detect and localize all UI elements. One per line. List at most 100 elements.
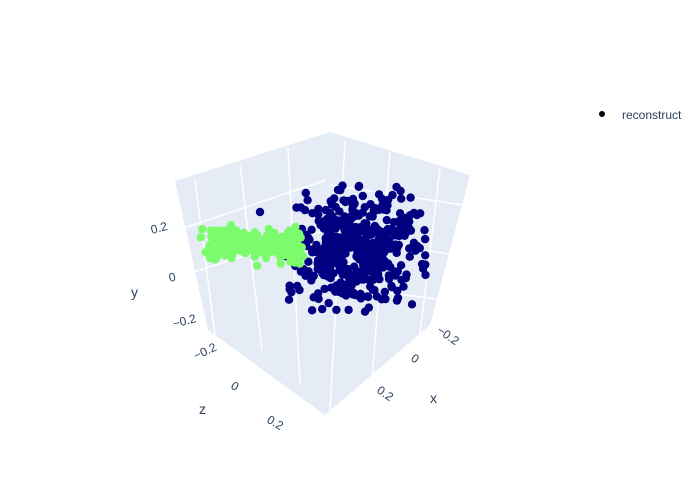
data-point: [327, 283, 336, 292]
data-point: [379, 205, 388, 214]
data-point: [212, 252, 221, 262]
data-point: [397, 275, 406, 285]
data-point: [383, 259, 393, 268]
data-point: [285, 281, 294, 290]
data-point: [321, 220, 330, 230]
data-point: [406, 193, 415, 202]
data-point: [206, 226, 216, 235]
data-point: [227, 253, 236, 263]
data-point: [335, 217, 344, 227]
legend[interactable]: reconstruct: [599, 108, 682, 122]
data-point: [374, 228, 383, 238]
data-point: [366, 200, 375, 209]
data-point: [341, 231, 351, 240]
data-point: [343, 224, 353, 233]
data-point: [217, 232, 227, 241]
data-point: [307, 245, 317, 254]
data-point: [360, 269, 369, 279]
data-point: [387, 283, 397, 292]
data-point: [287, 251, 297, 260]
data-point: [274, 237, 283, 246]
y-tick-label: −0.2: [171, 311, 198, 331]
data-point: [320, 284, 329, 294]
data-point: [263, 245, 273, 254]
y-axis-title: y: [131, 284, 138, 300]
data-point: [369, 275, 378, 284]
data-point: [406, 226, 416, 235]
data-point: [397, 194, 406, 203]
data-point: [420, 234, 430, 244]
legend-marker: [599, 111, 605, 117]
data-point: [336, 260, 345, 269]
data-point: [405, 217, 414, 226]
data-point: [321, 205, 330, 215]
data-point: [335, 207, 344, 216]
data-point: [344, 305, 353, 315]
data-point: [405, 252, 414, 261]
data-point: [290, 258, 299, 267]
data-point: [338, 181, 347, 190]
data-point: [307, 225, 316, 234]
data-point: [293, 281, 302, 291]
data-point: [373, 269, 383, 279]
data-point: [409, 238, 419, 247]
data-point: [242, 232, 252, 241]
data-point: [276, 259, 285, 268]
data-point: [336, 285, 346, 294]
data-point: [352, 277, 361, 286]
data-point: [416, 209, 425, 218]
data-point: [361, 229, 370, 238]
data-point: [374, 190, 384, 199]
data-point: [314, 204, 323, 214]
data-point: [236, 242, 245, 252]
data-point: [350, 199, 359, 208]
data-point: [393, 229, 402, 239]
data-point: [207, 232, 216, 241]
data-point: [198, 224, 207, 234]
y-tick-label: 0.2: [149, 219, 169, 237]
data-point: [384, 274, 394, 284]
data-point: [360, 243, 370, 252]
data-point: [368, 212, 377, 221]
data-point: [349, 212, 358, 221]
data-point: [396, 261, 406, 270]
data-point: [363, 292, 372, 301]
data-point: [380, 287, 389, 297]
data-point: [274, 245, 283, 254]
series-navy-points: [255, 181, 430, 316]
data-point: [226, 238, 235, 248]
series-green-points: [196, 221, 308, 270]
data-point: [336, 248, 345, 257]
data-point: [343, 196, 352, 206]
x-tick-label: 0: [408, 351, 422, 366]
data-point: [212, 240, 221, 249]
data-point: [349, 238, 359, 247]
data-point: [255, 207, 265, 217]
z-tick-label: −0.2: [191, 340, 219, 363]
data-point: [378, 250, 387, 260]
data-point: [205, 253, 214, 263]
data-point: [332, 305, 341, 315]
data-point: [350, 290, 359, 300]
data-point: [196, 233, 205, 242]
data-point: [382, 215, 391, 225]
data-point: [341, 291, 351, 300]
z-axis-title: z: [199, 401, 206, 417]
data-point: [304, 257, 313, 266]
data-point: [325, 263, 334, 272]
data-point: [368, 253, 377, 262]
data-point: [253, 261, 262, 270]
data-point: [307, 306, 317, 315]
data-point: [281, 250, 290, 260]
data-point: [388, 190, 397, 200]
data-point: [324, 270, 333, 280]
data-point: [281, 234, 290, 243]
data-point: [337, 238, 347, 247]
data-point: [390, 267, 399, 276]
data-point: [381, 294, 390, 304]
data-point: [368, 239, 377, 249]
data-point: [323, 231, 332, 240]
data-point: [402, 270, 411, 279]
data-point: [396, 186, 405, 196]
